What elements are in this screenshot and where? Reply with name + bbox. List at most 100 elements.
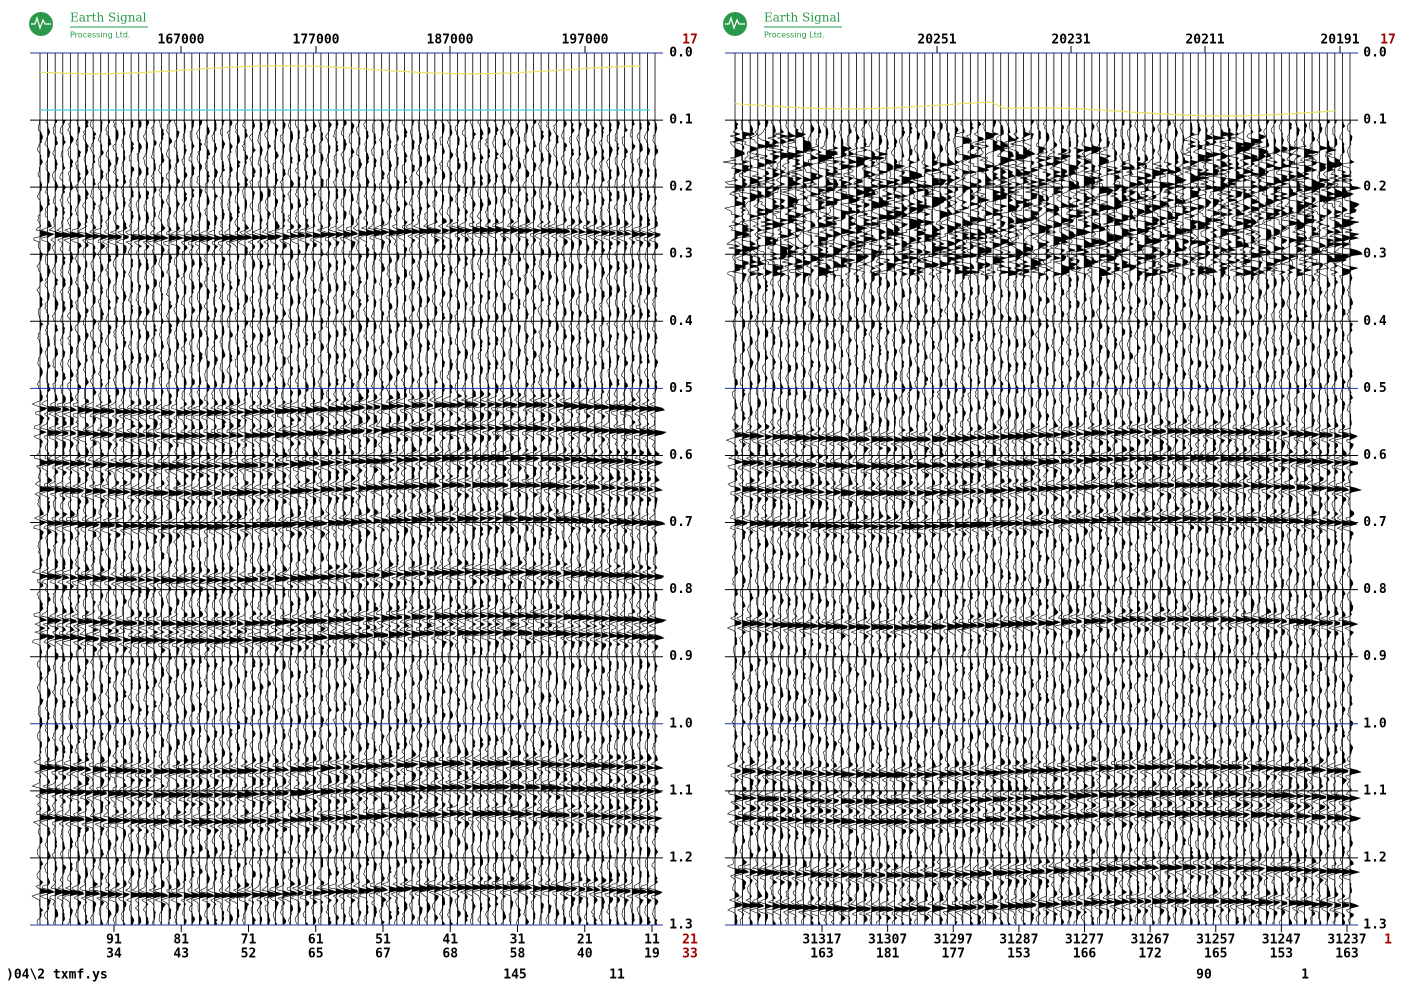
- trace-fill: [184, 120, 195, 926]
- trace-fill: [1213, 120, 1226, 926]
- trace-fill: [419, 120, 431, 926]
- time-label: 0.4: [669, 314, 693, 329]
- time-label: 1.1: [669, 783, 693, 798]
- trace-fill: [548, 120, 560, 926]
- trace-label-1: 61: [308, 933, 324, 948]
- corner-bottom: 21: [682, 933, 698, 948]
- time-label: 1.1: [1363, 783, 1387, 798]
- trace-fill: [472, 120, 485, 926]
- time-label: 0.8: [1363, 582, 1387, 597]
- time-label: 0.8: [669, 582, 693, 597]
- time-label: 0.6: [1363, 448, 1387, 463]
- trace-fill: [879, 120, 891, 926]
- trace-fill: [917, 120, 931, 926]
- trace-label-2: 153: [1270, 947, 1293, 962]
- trace-label-1: 21: [577, 933, 593, 948]
- footer-value: 90: [1196, 968, 1212, 983]
- trace-label-2: 43: [173, 947, 189, 962]
- trace-fill: [237, 120, 249, 926]
- corner-bottom: 1: [1384, 933, 1392, 948]
- trace-fill: [434, 120, 446, 926]
- trace-label-2: 19: [644, 947, 660, 962]
- time-label: 0.5: [1363, 381, 1386, 396]
- time-label: 0.0: [1363, 46, 1387, 61]
- trace-fill: [841, 120, 855, 926]
- time-label: 0.2: [1363, 180, 1386, 195]
- trace-header-label: 197000: [562, 33, 609, 48]
- trace-label-1: 31237: [1327, 933, 1366, 948]
- trace-label-1: 71: [241, 933, 257, 948]
- trace-label-2: 166: [1073, 947, 1097, 962]
- footer-file: )04\2 txmf.ys: [6, 968, 108, 983]
- trace-fill: [1167, 120, 1181, 926]
- logo-name: Earth Signal: [70, 11, 147, 25]
- time-label: 0.9: [1363, 649, 1386, 664]
- trace-label-1: 31287: [999, 933, 1038, 948]
- time-label: 0.7: [1363, 515, 1386, 530]
- trace-label-1: 31307: [868, 933, 907, 948]
- trace-label-2: 58: [510, 947, 526, 962]
- corner-bottom: 33: [682, 947, 698, 962]
- trace-fill: [1228, 120, 1241, 926]
- trace-header-label: 20191: [1320, 33, 1359, 48]
- trace-fill: [788, 120, 801, 926]
- trace-fill: [510, 120, 522, 926]
- corner-top: 17: [1380, 33, 1396, 48]
- trace-label-2: 65: [308, 947, 324, 962]
- trace-fill: [245, 120, 256, 926]
- trace-label-1: 31257: [1196, 933, 1235, 948]
- trace-label-2: 181: [876, 947, 900, 962]
- trace-fill: [1182, 120, 1194, 926]
- footer-value: 11: [609, 968, 625, 983]
- trace-fill: [153, 120, 165, 926]
- trace-header-label: 20211: [1185, 33, 1224, 48]
- logo-wave: [31, 16, 51, 30]
- trace-label-2: 52: [241, 947, 257, 962]
- trace-fill: [541, 120, 552, 926]
- trace-label-1: 31: [510, 933, 526, 948]
- trace-label-2: 40: [577, 947, 593, 962]
- trace-fill: [487, 120, 500, 926]
- trace-label-1: 11: [644, 933, 660, 948]
- trace-label-1: 91: [106, 933, 122, 948]
- time-label: 0.3: [669, 247, 692, 262]
- footer-value: 1: [1301, 968, 1309, 983]
- trace-label-2: 163: [810, 947, 833, 962]
- time-label: 1.3: [1363, 918, 1386, 933]
- time-label: 1.2: [1363, 850, 1386, 865]
- trace-fill: [207, 120, 219, 926]
- time-label: 0.4: [1363, 314, 1387, 329]
- trace-fill: [826, 120, 838, 926]
- trace-fill: [169, 120, 181, 926]
- trace-fill: [1084, 120, 1097, 926]
- time-label: 1.3: [669, 918, 692, 933]
- time-label: 1.0: [1363, 716, 1387, 731]
- footer-value: 145: [503, 968, 526, 983]
- trace-fill: [275, 120, 287, 926]
- time-label: 0.6: [669, 448, 693, 463]
- trace-header-label: 187000: [427, 33, 474, 48]
- trace-fill: [533, 120, 544, 926]
- logo-sub: Processing Ltd.: [70, 31, 130, 40]
- trace-fill: [1160, 120, 1171, 926]
- trace-fill: [818, 120, 831, 926]
- trace-fill: [1129, 120, 1140, 926]
- trace-label-1: 81: [173, 933, 189, 948]
- trace-label-2: 68: [442, 947, 458, 962]
- trace-fill: [404, 120, 416, 926]
- trace-label-2: 172: [1138, 947, 1161, 962]
- trace-label-1: 41: [442, 933, 458, 948]
- trace-header-label: 20251: [917, 33, 956, 48]
- trace-fill: [450, 120, 461, 926]
- time-label: 1.2: [669, 850, 692, 865]
- trace-label-2: 177: [942, 947, 965, 962]
- trace-label-2: 163: [1335, 947, 1358, 962]
- time-label: 1.0: [669, 716, 693, 731]
- trace-header-label: 167000: [158, 33, 205, 48]
- trace-fill: [940, 120, 952, 926]
- seismic-panel: Earth Signal Processing Ltd. 20251 20231 202…: [722, 11, 1396, 962]
- trace-label-1: 31317: [802, 933, 841, 948]
- trace-label-1: 31267: [1131, 933, 1170, 948]
- time-label: 0.5: [669, 381, 692, 396]
